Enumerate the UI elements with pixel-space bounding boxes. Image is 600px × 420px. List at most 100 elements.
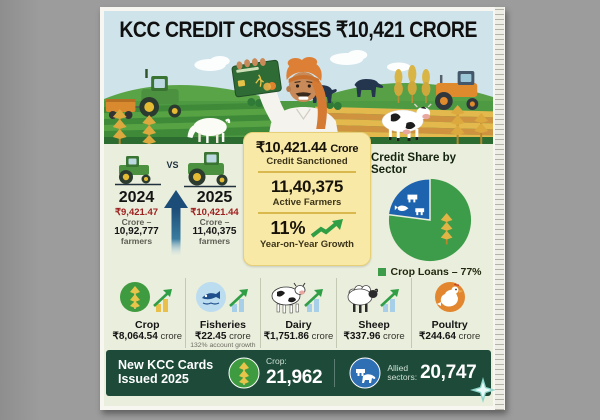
credit-amount-value: ₹10,421.44 bbox=[255, 140, 327, 156]
year-2024-amount: ₹9,421.47 bbox=[114, 206, 159, 218]
year-2025-farmers: 11,40,375 bbox=[192, 225, 237, 237]
sheep-icon bbox=[347, 285, 400, 313]
sector-amount: ₹337.96 bbox=[343, 331, 381, 342]
credit-share-pie-chart bbox=[387, 178, 472, 262]
trending-up-arrow-icon bbox=[310, 218, 343, 238]
sector-amount: ₹244.64 bbox=[419, 331, 456, 342]
banner-title-line2: Issued 2025 bbox=[118, 372, 189, 386]
year-figures: 2024 ₹9,421.47 Crore – 10,92,777 farmers bbox=[111, 189, 241, 256]
wheat-circle-icon bbox=[228, 357, 260, 389]
sector-unit: crore bbox=[229, 331, 251, 342]
sector-fisheries: Fisheries ₹22.45 crore 132% account grow… bbox=[184, 278, 261, 350]
credit-amount-unit: Crore bbox=[330, 143, 359, 155]
banner-title: New KCC Cards Issued 2025 bbox=[118, 358, 226, 387]
tractor-vs-row: VS bbox=[113, 150, 237, 188]
hen-icon bbox=[434, 282, 465, 312]
sector-name: Crop bbox=[135, 319, 160, 331]
wheat-cluster-left bbox=[112, 109, 157, 144]
pie-legend: Crop Loans – 77% bbox=[378, 266, 482, 278]
stats-section: VS 2024 ₹9,421.47 Crore – bbox=[104, 132, 493, 278]
banner-allied-label-line2: sectors: bbox=[387, 372, 418, 382]
banner-allied-group: Allied sectors: 20,747 bbox=[387, 362, 476, 384]
year-2025-block: 2025 ₹10,421.44 Crore – 11,40,375 farmer… bbox=[189, 189, 241, 247]
credit-amount: ₹10,421.44 Crore bbox=[248, 140, 366, 156]
wheat-icon bbox=[120, 282, 173, 312]
banner-crop-label: Crop: bbox=[266, 356, 287, 367]
sector-name: Sheep bbox=[358, 319, 390, 331]
sector-name: Poultry bbox=[431, 319, 468, 331]
sector-unit: crore bbox=[458, 331, 481, 342]
year-2024-farmers-label: farmers bbox=[120, 236, 153, 247]
banner-divider bbox=[334, 359, 336, 387]
year-comparison: VS 2024 ₹9,421.47 Crore – bbox=[108, 144, 243, 278]
cow-icon bbox=[272, 282, 324, 314]
sector-dairy: Dairy ₹1,751.86 crore bbox=[260, 278, 336, 348]
new-kcc-cards-banner: New KCC Cards Issued 2025 Crop: 21,962 bbox=[106, 350, 496, 403]
banner-title-line1: New KCC Cards bbox=[118, 358, 214, 373]
banner-crop-group: Crop: 21,962 bbox=[266, 356, 323, 388]
growth-row: 11% bbox=[248, 218, 366, 239]
banner-allied-value: 20,747 bbox=[420, 362, 477, 383]
banner-allied-label: Allied sectors: bbox=[387, 362, 418, 383]
growth-label: Year-on-Year Growth bbox=[260, 239, 354, 250]
page-title: KCC CREDIT CROSSES ₹10,421 CRORE bbox=[119, 17, 478, 42]
sector-value: ₹8,064.54 crore bbox=[110, 331, 185, 342]
cattle-circle-icon bbox=[349, 357, 381, 389]
wheat-trees bbox=[394, 65, 431, 103]
legend-label: Crop Loans – 77% bbox=[390, 266, 482, 278]
farm-scene-illustration bbox=[104, 49, 493, 144]
highlight-stats-box: ₹10,421.44 Crore Credit Sanctioned 11,40… bbox=[243, 132, 371, 266]
sector-name: Dairy bbox=[285, 319, 312, 331]
credit-share-title: Credit Share by Sector bbox=[371, 152, 456, 176]
sector-amount: ₹22.45 bbox=[195, 331, 227, 342]
vs-label: VS bbox=[166, 160, 179, 170]
sector-note: 132% account growth bbox=[190, 342, 256, 350]
sector-name: Fisheries bbox=[199, 319, 246, 331]
sector-amount: ₹1,751.86 bbox=[263, 331, 309, 342]
wheat-in-pie-icon bbox=[440, 213, 453, 245]
kisan-credit-card-icon bbox=[231, 58, 282, 98]
sector-poultry: Poultry ₹244.64 crore bbox=[411, 278, 487, 348]
sector-value: ₹22.45 crore bbox=[186, 331, 261, 342]
sector-value: ₹1,751.86 crore bbox=[261, 331, 336, 342]
farm-illustration bbox=[104, 49, 493, 144]
year-2025-farmers-label: farmers bbox=[198, 236, 231, 247]
newspaper-edge-texture bbox=[495, 7, 504, 410]
allied-animals-icons bbox=[394, 194, 425, 216]
year-2024-farmers: 10,92,777 bbox=[114, 225, 159, 237]
sector-crop: Crop ₹8,064.54 crore bbox=[110, 278, 185, 348]
newspaper-clipping: KCC CREDIT CROSSES ₹10,421 CRORE bbox=[100, 7, 505, 410]
cloud-icon bbox=[194, 50, 411, 72]
credit-share-section: Credit Share by Sector bbox=[371, 144, 489, 278]
credit-label: Credit Sanctioned bbox=[266, 156, 348, 167]
sector-sheep: Sheep ₹337.96 crore bbox=[335, 278, 412, 348]
sparkle-icon bbox=[470, 377, 496, 403]
tractor-2025-icon bbox=[183, 152, 236, 188]
growth-percent: 11% bbox=[270, 218, 306, 238]
banner-allied-label-line1: Allied bbox=[387, 362, 409, 373]
turban-tail bbox=[311, 79, 327, 129]
growth-up-arrow-icon bbox=[163, 190, 188, 255]
sector-unit: crore bbox=[383, 331, 405, 342]
year-2025-label: 2025 bbox=[196, 189, 233, 206]
sector-value: ₹244.64 crore bbox=[412, 331, 487, 342]
year-2024-label: 2024 bbox=[118, 189, 155, 206]
fish-icon bbox=[195, 282, 248, 312]
year-2024-block: 2024 ₹9,421.47 Crore – 10,92,777 farmers bbox=[111, 189, 163, 247]
goat-icon bbox=[187, 118, 231, 143]
year-2024-crore: Crore – bbox=[121, 216, 152, 227]
divider bbox=[258, 212, 356, 214]
sector-unit: crore bbox=[160, 331, 183, 342]
sector-value: ₹337.96 crore bbox=[337, 331, 412, 342]
wheat-cluster-right bbox=[450, 105, 489, 144]
legend-swatch-crop-loans bbox=[378, 268, 387, 276]
spotted-cow-icon bbox=[381, 103, 432, 141]
year-2025-crore: Crore – bbox=[199, 216, 230, 227]
tractor-orange-icon bbox=[435, 71, 479, 110]
sector-amount: ₹8,064.54 bbox=[112, 331, 158, 342]
title-band: KCC CREDIT CROSSES ₹10,421 CRORE bbox=[104, 11, 493, 49]
sector-breakdown-row: Crop ₹8,064.54 crore Fisheries ₹22.45 cr… bbox=[104, 278, 493, 350]
year-2025-amount: ₹10,421.44 bbox=[190, 206, 239, 218]
divider bbox=[258, 171, 356, 173]
tractor-green-icon bbox=[105, 69, 182, 119]
